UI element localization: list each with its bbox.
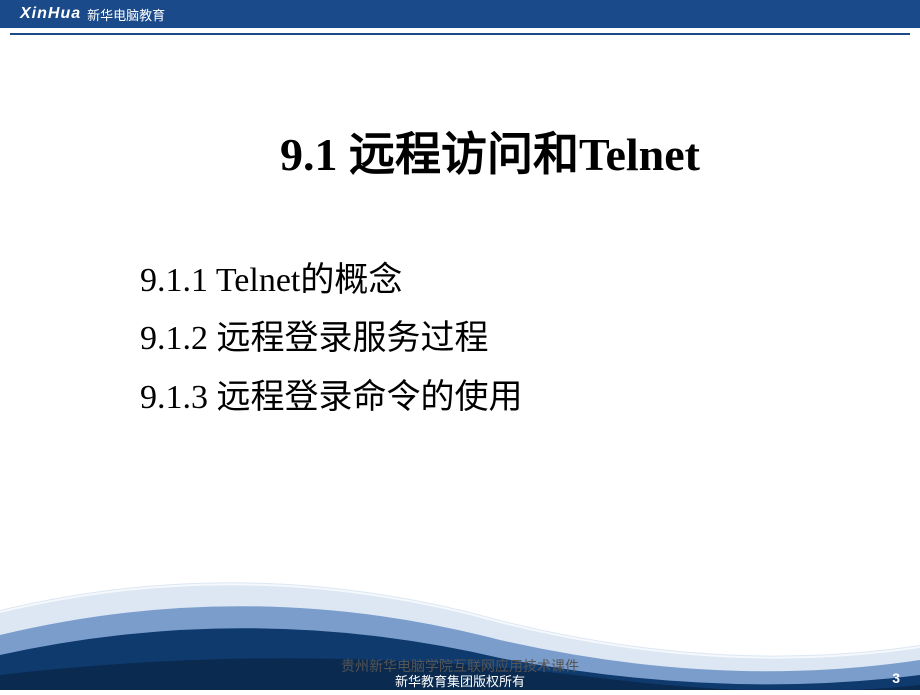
slide-content: 9.1 远程访问和Telnet 9.1.1 Telnet的概念 9.1.2 远程… — [0, 28, 920, 425]
footer-copyright: 新华教育集团版权所有 — [0, 671, 920, 690]
toc-item: 9.1.3 远程登录命令的使用 — [140, 371, 840, 425]
toc-item: 9.1.1 Telnet的概念 — [140, 254, 840, 308]
section-title: 9.1 远程访问和Telnet — [140, 118, 840, 184]
header-bar: XinHua 新华电脑教育 — [0, 0, 920, 28]
brand-logo-cn: 新华电脑教育 — [87, 5, 165, 24]
toc-list: 9.1.1 Telnet的概念 9.1.2 远程登录服务过程 9.1.3 远程登… — [140, 254, 840, 425]
toc-item: 9.1.2 远程登录服务过程 — [140, 312, 840, 366]
page-number: 3 — [892, 670, 900, 686]
brand-logo-en: XinHua — [20, 5, 81, 23]
header-divider — [10, 33, 910, 35]
